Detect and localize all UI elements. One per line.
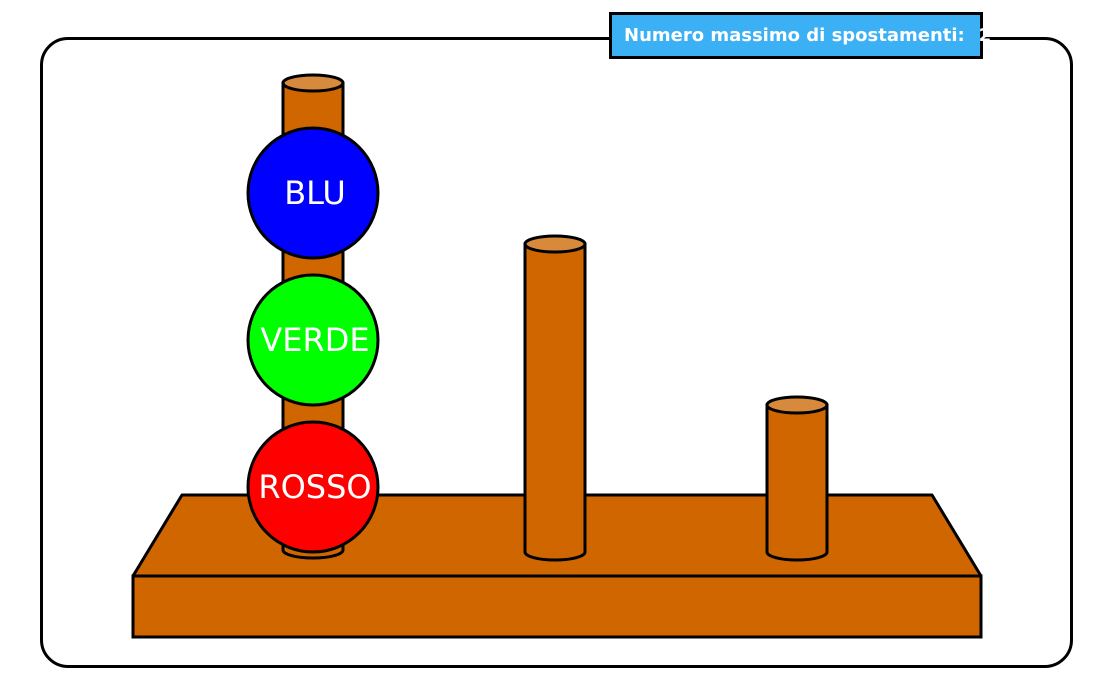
moves-counter-label: Numero massimo di spostamenti:	[624, 25, 965, 46]
peg-middle[interactable]	[523, 234, 587, 562]
moves-counter-badge: Numero massimo di spostamenti: 2	[609, 12, 991, 59]
ball-blu[interactable]: BLU	[246, 126, 380, 260]
peg-right[interactable]	[765, 395, 829, 562]
ball-blu-label: BLU	[284, 174, 346, 212]
base-front	[131, 574, 983, 639]
ball-verde-label: VERDE	[260, 321, 369, 359]
moves-counter-value: 2	[978, 25, 992, 46]
ball-rosso[interactable]: ROSSO	[246, 420, 380, 554]
ball-rosso-label: ROSSO	[258, 468, 371, 506]
ball-verde[interactable]: VERDE	[246, 273, 380, 407]
